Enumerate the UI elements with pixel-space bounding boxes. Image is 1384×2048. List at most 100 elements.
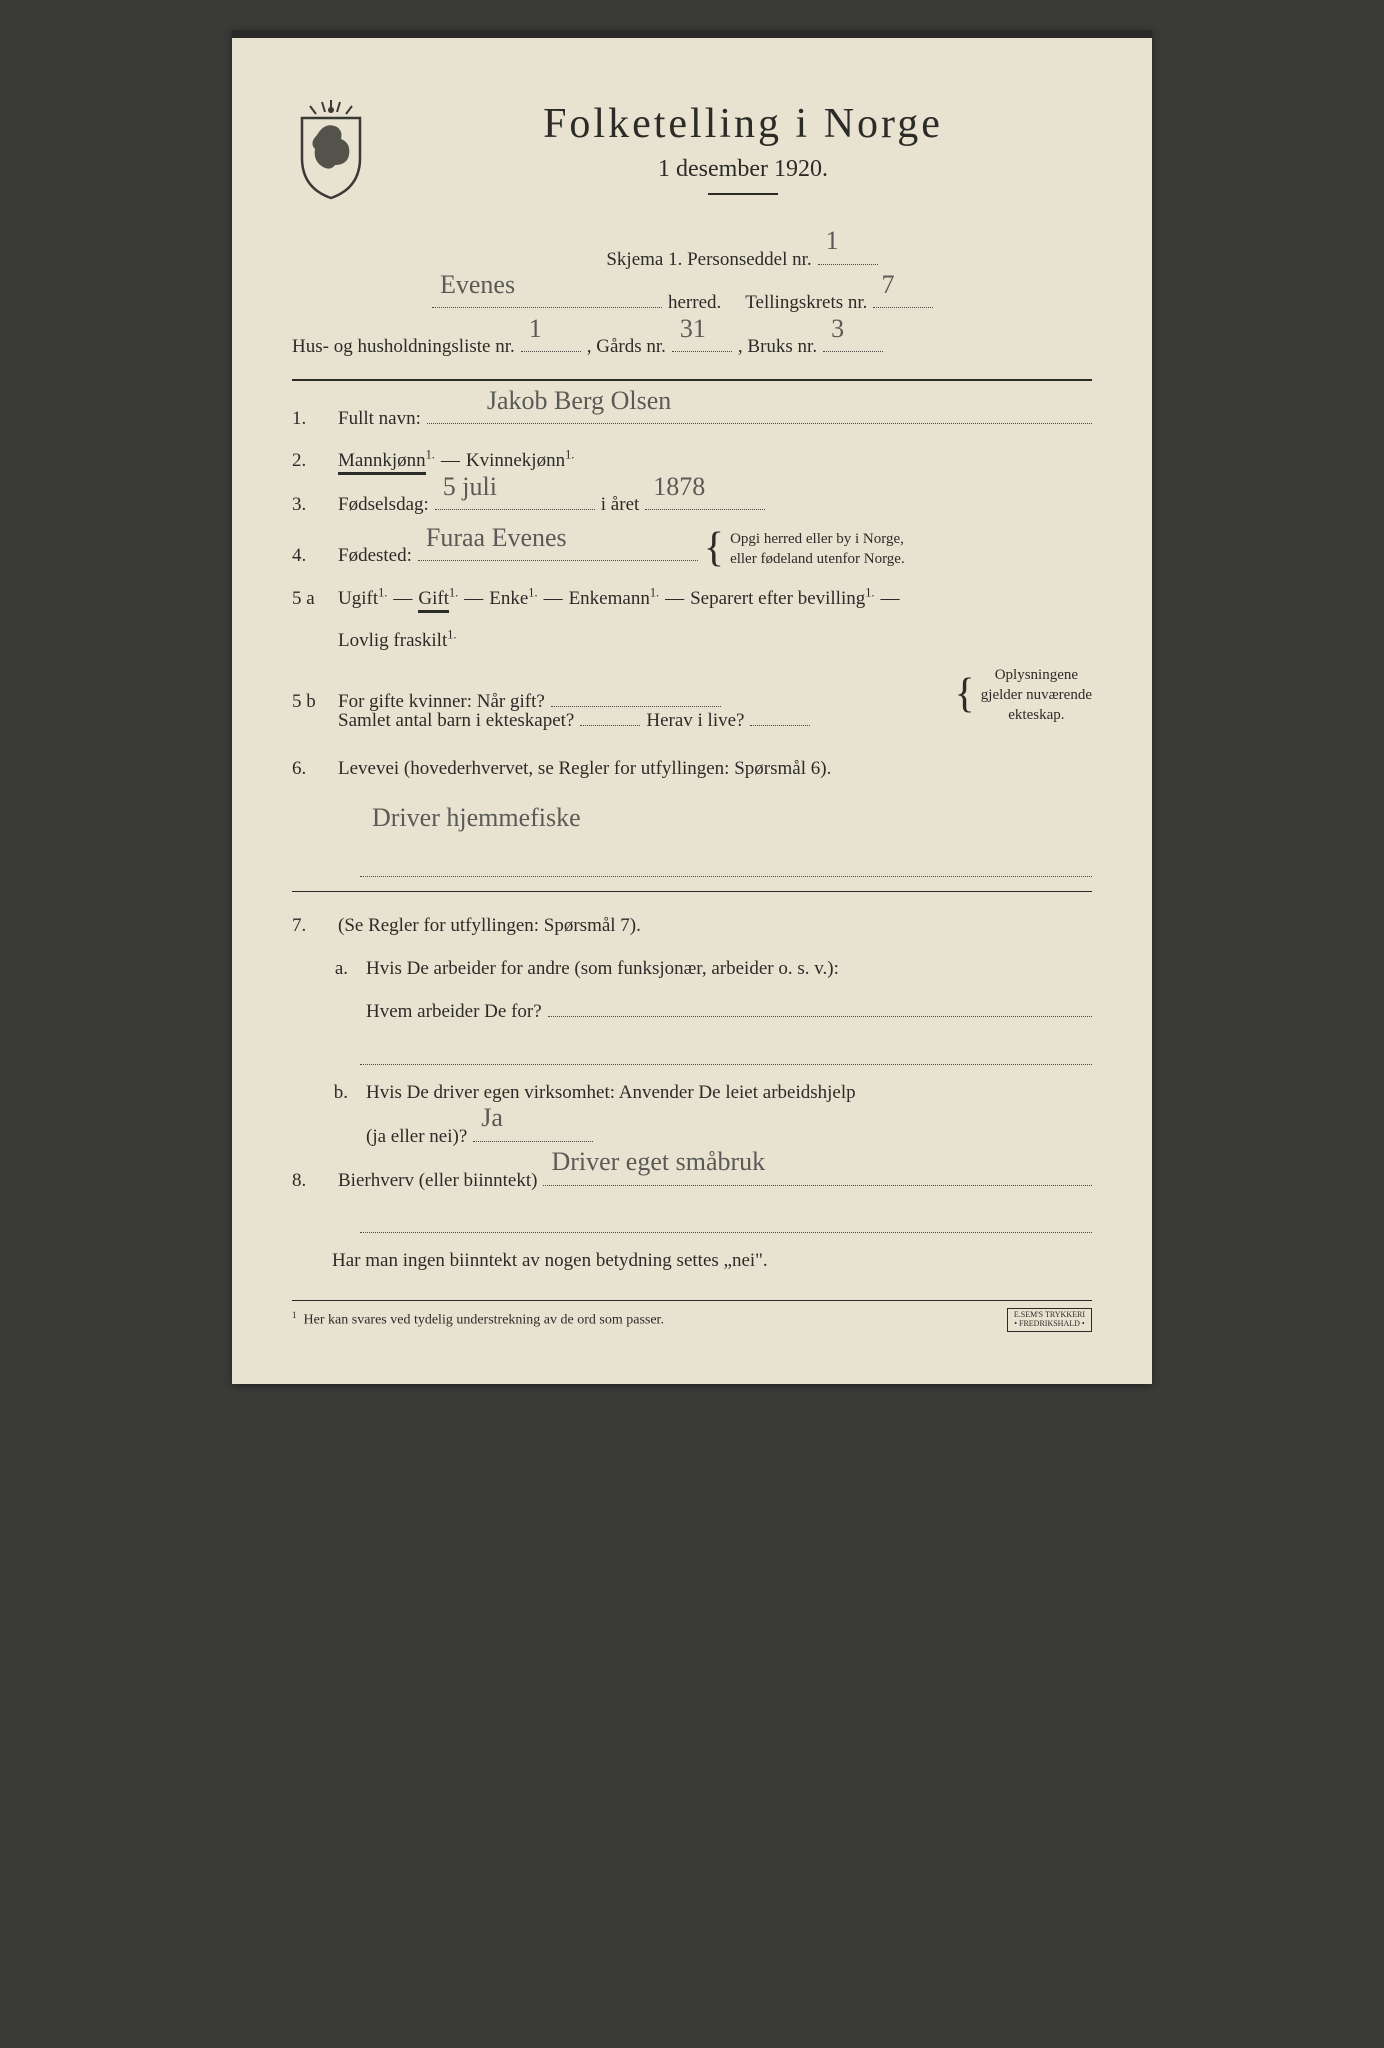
bruks-value: 3 xyxy=(831,304,844,353)
q4-field: Furaa Evenes xyxy=(418,537,698,562)
q5b-num: 5 b xyxy=(292,684,332,720)
q3-year-value: 1878 xyxy=(653,462,705,511)
q7a-text1: Hvis De arbeider for andre (som funksjon… xyxy=(366,951,839,987)
q5a-row2: Lovlig fraskilt1. xyxy=(292,623,1092,659)
hush-field: 1 xyxy=(521,328,581,353)
q2-mann: Mannkjønn1. xyxy=(338,443,435,479)
footnote: 1 Her kan svares ved tydelig understrekn… xyxy=(292,1300,1092,1334)
q4-label: Fødested: xyxy=(338,538,412,574)
tellingskrets-value: 7 xyxy=(881,260,894,309)
q7-num: 7. xyxy=(292,908,332,944)
q6-value-block: Driver hjemmefiske xyxy=(332,793,1092,842)
q1-num: 1. xyxy=(292,401,332,437)
q6-value: Driver hjemmefiske xyxy=(372,793,1092,842)
footnote-text: 1 Her kan svares ved tydelig understrekn… xyxy=(292,1307,664,1334)
q4-num: 4. xyxy=(292,538,332,574)
bruks-field: 3 xyxy=(823,328,883,353)
row-hush: Hus- og husholdningsliste nr. 1 , Gårds … xyxy=(292,328,1092,366)
brace-icon: { xyxy=(955,678,975,712)
q3-day-field: 5 juli xyxy=(435,485,595,510)
tail-note: Har man ingen biinntekt av nogen betydni… xyxy=(332,1243,768,1279)
q5a-ugift: Ugift1. xyxy=(338,581,387,617)
hush-label: Hus- og husholdningsliste nr. xyxy=(292,329,515,365)
q6-line xyxy=(360,853,1092,878)
q4-note: { Opgi herred eller by i Norge,eller fød… xyxy=(704,529,905,570)
tail-note-row: Har man ingen biinntekt av nogen betydni… xyxy=(332,1243,1092,1279)
q5b-note-text: Oplysningenegjelder nuværendeekteskap. xyxy=(981,665,1092,726)
q7a-line xyxy=(360,1040,1092,1065)
q7b-text2: (ja eller nei)? xyxy=(366,1119,467,1155)
header: Folketelling i Norge 1 desember 1920. xyxy=(292,100,1092,200)
q1-row: 1. Fullt navn: Jakob Berg Olsen xyxy=(292,399,1092,437)
q8-num: 8. xyxy=(292,1163,332,1199)
q5b-live-field xyxy=(750,701,810,726)
q5a-gift: Gift1. xyxy=(418,581,458,617)
q1-value: Jakob Berg Olsen xyxy=(487,376,671,425)
q5b-barn-field xyxy=(580,701,640,726)
title-block: Folketelling i Norge 1 desember 1920. xyxy=(394,100,1092,195)
q2-num: 2. xyxy=(292,443,332,479)
herred-value: Evenes xyxy=(440,260,515,309)
q5b-note: { Oplysningenegjelder nuværendeekteskap. xyxy=(955,665,1092,726)
census-form-page: Folketelling i Norge 1 desember 1920. Sk… xyxy=(232,30,1152,1384)
skjema-label: Skjema 1. Personseddel nr. xyxy=(606,242,811,278)
q8-value: Driver eget småbruk xyxy=(551,1137,765,1186)
q7a-row1: a. Hvis De arbeider for andre (som funks… xyxy=(292,951,1092,987)
divider xyxy=(292,379,1092,381)
printer-mark: E.SEM'S TRYKKERI• FREDRIKSHALD • xyxy=(1007,1308,1092,1332)
q7b-row1: b. Hvis De driver egen virksomhet: Anven… xyxy=(292,1075,1092,1111)
q7b-value: Ja xyxy=(481,1093,503,1142)
q7a-row2: Hvem arbeider De for? xyxy=(292,993,1092,1031)
q6-row: 6. Levevei (hovederhvervet, se Regler fo… xyxy=(292,751,1092,787)
bruks-label: , Bruks nr. xyxy=(738,329,817,365)
q5a-row: 5 a Ugift1. — Gift1. — Enke1. — Enkemann… xyxy=(292,581,1092,617)
q5a-num: 5 a xyxy=(292,581,332,617)
q7b-text: Hvis De driver egen virksomhet: Anvender… xyxy=(366,1075,856,1111)
q3-num: 3. xyxy=(292,487,332,523)
divider xyxy=(292,891,1092,892)
q4-note-text: Opgi herred eller by i Norge,eller fødel… xyxy=(730,529,905,570)
q7b-label: b. xyxy=(292,1075,360,1111)
coat-of-arms-icon xyxy=(292,100,370,200)
q6-num: 6. xyxy=(292,751,332,787)
page-title: Folketelling i Norge xyxy=(394,100,1092,148)
q1-label: Fullt navn: xyxy=(338,401,421,437)
hush-value: 1 xyxy=(529,304,542,353)
q7-row: 7. (Se Regler for utfyllingen: Spørsmål … xyxy=(292,908,1092,944)
q8-field: Driver eget småbruk xyxy=(543,1161,1092,1186)
title-rule xyxy=(708,193,778,195)
q3-year-field: 1878 xyxy=(645,485,765,510)
gards-field: 31 xyxy=(672,328,732,353)
q7-label: (Se Regler for utfyllingen: Spørsmål 7). xyxy=(338,908,641,944)
skjema-nr-field: 1 xyxy=(818,240,878,265)
q8-line xyxy=(360,1209,1092,1234)
q3-year-label: i året xyxy=(601,487,640,523)
q7a-text2: Hvem arbeider De for? xyxy=(366,994,542,1030)
q5b-label3: Herav i live? xyxy=(646,703,744,739)
q7a-field xyxy=(548,993,1092,1018)
q4-row: 4. Fødested: Furaa Evenes { Opgi herred … xyxy=(292,529,1092,575)
page-subtitle: 1 desember 1920. xyxy=(394,156,1092,183)
q7a-label: a. xyxy=(292,951,360,987)
gards-label: , Gårds nr. xyxy=(587,329,666,365)
brace-icon: { xyxy=(704,532,724,566)
form-body: Skjema 1. Personseddel nr. 1 Evenes herr… xyxy=(292,240,1092,1334)
skjema-nr-value: 1 xyxy=(826,216,839,265)
q3-row: 3. Fødselsdag: 5 juli i året 1878 xyxy=(292,485,1092,523)
q3-label: Fødselsdag: xyxy=(338,487,429,523)
tellingskrets-label: Tellingskrets nr. xyxy=(745,285,867,321)
herred-field: Evenes xyxy=(432,284,662,309)
q5a-separert: Separert efter bevilling1. xyxy=(690,581,874,617)
q1-field: Jakob Berg Olsen xyxy=(427,399,1092,424)
q5a-enke: Enke1. xyxy=(489,581,537,617)
q3-day-value: 5 juli xyxy=(443,462,497,511)
gards-value: 31 xyxy=(680,304,706,353)
q6-label: Levevei (hovederhvervet, se Regler for u… xyxy=(338,751,831,787)
q4-value: Furaa Evenes xyxy=(426,513,567,562)
q5a-lovlig: Lovlig fraskilt1. xyxy=(338,623,457,659)
q8-row: 8. Bierhverv (eller biinntekt) Driver eg… xyxy=(292,1161,1092,1199)
q8-label: Bierhverv (eller biinntekt) xyxy=(338,1163,537,1199)
tellingskrets-field: 7 xyxy=(873,284,933,309)
q5a-enkemann: Enkemann1. xyxy=(569,581,660,617)
q5b-label2: Samlet antal barn i ekteskapet? xyxy=(338,703,574,739)
